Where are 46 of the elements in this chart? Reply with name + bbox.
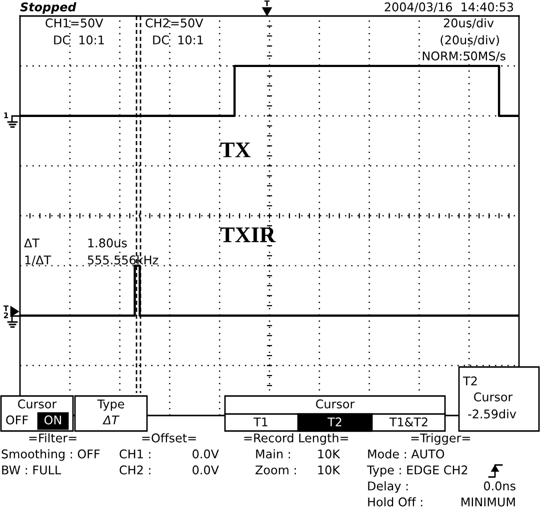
text: T1: [254, 418, 268, 426]
text: (20us/div): [440, 35, 499, 46]
annotation: 1/ΔT: [25, 256, 52, 266]
text: Cursor: [316, 399, 355, 408]
text: 0.0V: [192, 465, 219, 474]
text: Type: [97, 400, 124, 411]
text: ON: [44, 415, 61, 424]
text: DC 10:1: [153, 35, 203, 44]
text: Smoothing : OFF: [2, 449, 100, 461]
text: Type : EDGE CH2: [366, 465, 468, 477]
text: =Trigger=: [411, 433, 470, 445]
text: 20us/div: [444, 18, 494, 28]
text: =Record Length=: [244, 433, 348, 445]
text: =Offset=: [142, 433, 196, 442]
text: Mode : AUTO: [368, 449, 444, 458]
text: CH1 :: [120, 449, 150, 458]
annotation: ΔT: [24, 238, 40, 248]
text: 2004/03/16 14:40:53: [384, 2, 514, 12]
annotation: 1.80us: [88, 238, 127, 248]
text: Cursor: [474, 392, 513, 402]
legend-label: TX: [220, 142, 251, 158]
text: Delay :: [368, 481, 408, 493]
text: =Filter=: [29, 433, 76, 442]
text: 10K: [318, 449, 340, 458]
text: Stopped: [20, 2, 76, 14]
text: Main :: [256, 449, 290, 458]
legend-label: TXIR: [220, 228, 276, 242]
text: 0.0ns: [484, 481, 516, 490]
text: OFF: [6, 415, 28, 424]
text: Hold Off :: [368, 497, 422, 506]
text: T2: [328, 417, 342, 426]
text: T1&T2: [389, 417, 428, 426]
text: DC 10:1: [54, 35, 104, 44]
text: CH2=50V: [146, 18, 204, 28]
text: Cursor: [18, 399, 57, 408]
text: MINIMUM: [462, 498, 515, 506]
text: NORM:50MS/s: [422, 51, 506, 62]
text: -2.59div: [468, 409, 516, 418]
text: Zoom :: [256, 466, 296, 474]
text: CH2 :: [120, 465, 150, 474]
text: ΔT: [102, 416, 120, 424]
text: BW : FULL: [2, 466, 62, 474]
text: 0.0V: [192, 449, 219, 458]
text: 10K: [318, 465, 340, 474]
text: T2: [462, 376, 477, 386]
text: CH1=50V: [46, 18, 104, 28]
